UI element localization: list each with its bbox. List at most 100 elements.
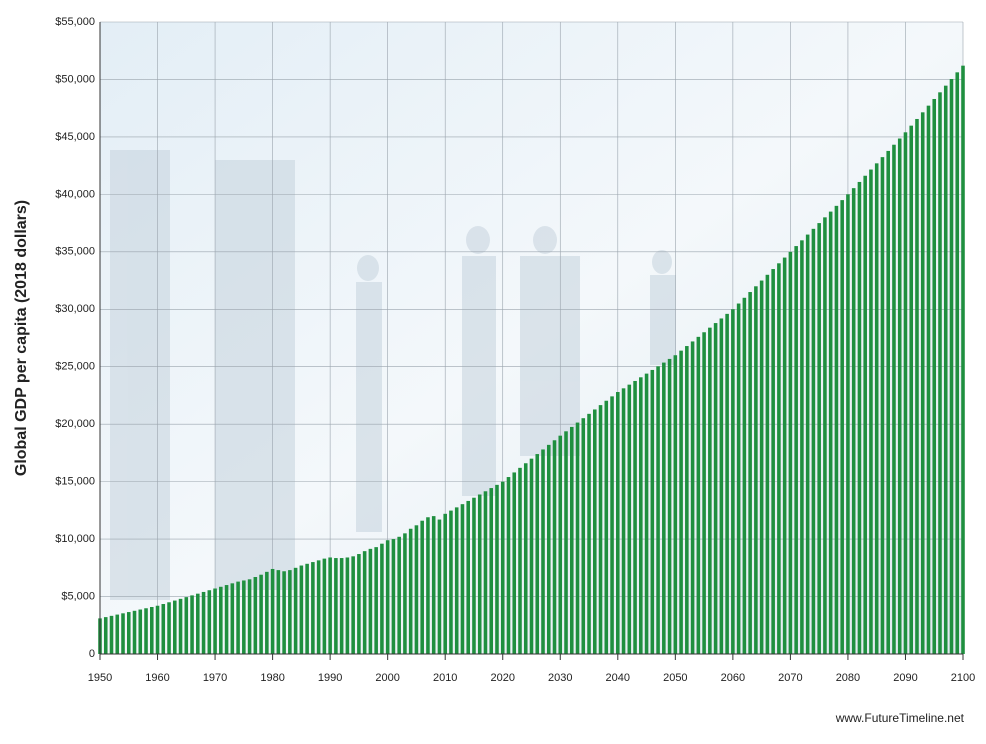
bar — [558, 435, 563, 654]
bar — [869, 169, 873, 654]
bar — [357, 554, 361, 654]
bar — [932, 98, 937, 655]
bar — [593, 409, 597, 654]
bar — [800, 240, 804, 654]
bar — [719, 318, 724, 654]
bar — [662, 362, 666, 654]
bar — [546, 444, 551, 654]
bar — [362, 551, 367, 654]
x-tick-label: 2030 — [548, 672, 572, 684]
bar — [569, 426, 574, 654]
bar — [943, 85, 948, 654]
bar — [541, 449, 545, 654]
bar — [103, 617, 108, 654]
x-tick-label: 1960 — [145, 672, 169, 684]
bar — [339, 558, 344, 654]
bar — [863, 175, 867, 655]
bar — [282, 571, 286, 654]
bar — [242, 580, 246, 654]
bar — [685, 346, 689, 654]
bar — [817, 223, 821, 654]
bar — [742, 297, 747, 654]
x-tick-label: 2060 — [721, 672, 745, 684]
bar — [512, 472, 517, 654]
bar — [328, 557, 332, 654]
bar — [109, 615, 114, 654]
bar — [489, 488, 494, 654]
x-tick-label: 2080 — [836, 672, 860, 684]
bar — [196, 593, 200, 654]
x-tick-label: 2050 — [663, 672, 687, 684]
bar — [961, 65, 965, 654]
bar — [834, 205, 839, 654]
bar — [892, 144, 896, 655]
bar — [805, 234, 810, 654]
bar — [656, 366, 660, 654]
y-tick-label: $40,000 — [55, 188, 95, 200]
x-tick-label: 1970 — [203, 672, 227, 684]
x-tick-label: 2100 — [951, 672, 975, 684]
x-tick-label: 2010 — [433, 672, 457, 684]
y-tick-label: $5,000 — [61, 590, 95, 602]
bar — [915, 118, 919, 654]
bar — [230, 583, 235, 654]
bar — [616, 392, 620, 654]
bar — [167, 602, 171, 654]
bar — [857, 181, 862, 654]
bar — [782, 257, 787, 654]
bar — [380, 543, 384, 654]
bar — [650, 369, 655, 654]
bar — [276, 570, 281, 654]
bar — [414, 525, 419, 654]
bar — [144, 608, 148, 654]
x-tick-label: 1980 — [260, 672, 284, 684]
bar — [374, 547, 378, 654]
bar — [765, 274, 770, 654]
bar — [880, 157, 885, 654]
bar — [397, 536, 401, 654]
bar — [621, 388, 626, 654]
bar — [265, 571, 269, 654]
bar — [679, 350, 683, 654]
bar — [190, 595, 194, 654]
bar — [126, 612, 131, 654]
bar — [564, 431, 568, 654]
bar — [500, 481, 505, 654]
bar — [920, 112, 925, 654]
bar — [345, 557, 350, 654]
bar — [759, 280, 764, 654]
bar — [454, 507, 459, 654]
bar — [938, 92, 942, 655]
y-tick-label: $30,000 — [55, 303, 95, 315]
bar — [219, 586, 223, 654]
bar — [506, 477, 511, 654]
bar — [391, 539, 396, 654]
bar — [604, 400, 609, 654]
bar — [213, 588, 217, 654]
bar — [368, 548, 373, 654]
bar — [748, 292, 752, 654]
bar — [149, 607, 154, 654]
bar — [311, 562, 315, 654]
bar — [385, 540, 390, 654]
bar — [851, 188, 856, 654]
bar — [351, 556, 355, 654]
bar — [403, 533, 407, 654]
bar — [293, 567, 298, 654]
bar — [903, 132, 908, 654]
bar — [581, 418, 586, 654]
x-tick-label: 2000 — [375, 672, 399, 684]
background-silhouettes — [110, 150, 676, 600]
bar — [155, 605, 160, 654]
bar — [955, 72, 960, 654]
x-tick-label: 1950 — [88, 672, 112, 684]
bar — [161, 604, 166, 654]
bar — [828, 211, 833, 654]
bar — [316, 560, 321, 654]
bar — [788, 251, 793, 654]
bar — [518, 467, 522, 654]
bar — [236, 581, 240, 654]
bar — [495, 484, 499, 654]
y-tick-label: $55,000 — [55, 16, 95, 28]
